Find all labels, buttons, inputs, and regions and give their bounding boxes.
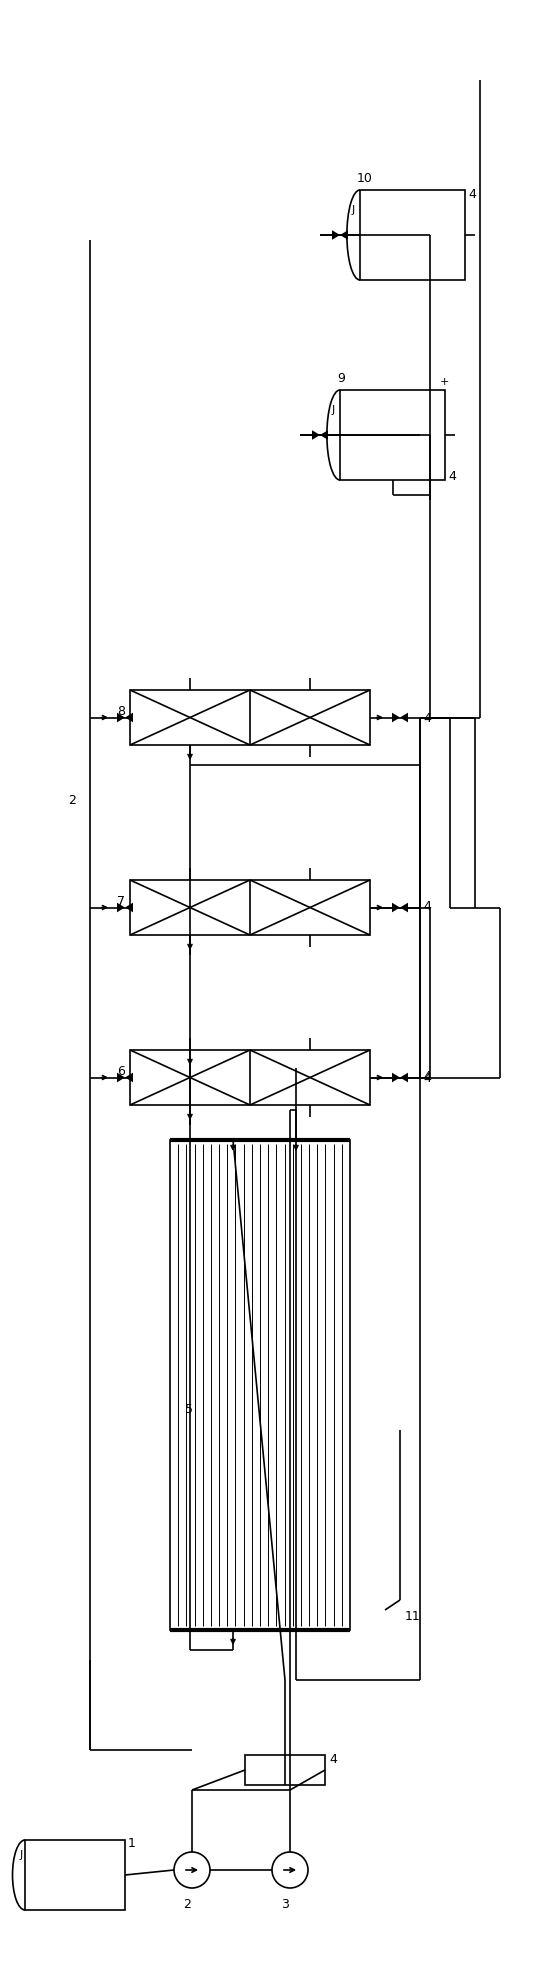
- Bar: [170, 1141, 350, 1629]
- Text: 10: 10: [357, 171, 373, 185]
- Bar: [130, 690, 370, 745]
- Text: 4: 4: [423, 900, 431, 912]
- Text: 8: 8: [117, 705, 125, 717]
- Polygon shape: [392, 1074, 400, 1082]
- Polygon shape: [125, 1074, 133, 1082]
- Text: 4: 4: [423, 1070, 431, 1082]
- Polygon shape: [400, 713, 408, 723]
- Text: 4: 4: [329, 1753, 337, 1765]
- Polygon shape: [340, 230, 348, 240]
- Text: 2: 2: [183, 1897, 191, 1911]
- Text: 11: 11: [405, 1609, 421, 1623]
- Text: 4: 4: [448, 471, 456, 483]
- Text: 7: 7: [117, 894, 125, 908]
- Polygon shape: [392, 902, 400, 912]
- Polygon shape: [312, 429, 320, 439]
- Text: 4: 4: [423, 1072, 431, 1085]
- Text: J: J: [352, 205, 355, 215]
- Polygon shape: [400, 1074, 408, 1082]
- Text: 4: 4: [423, 713, 431, 725]
- Polygon shape: [332, 230, 340, 240]
- Text: +: +: [440, 376, 449, 386]
- Text: 3: 3: [281, 1897, 289, 1911]
- Text: J: J: [20, 1850, 23, 1860]
- Bar: [130, 881, 370, 936]
- Bar: [25, 1840, 125, 1911]
- Polygon shape: [125, 713, 133, 723]
- Bar: [340, 390, 445, 481]
- Polygon shape: [400, 902, 408, 912]
- Polygon shape: [117, 713, 125, 723]
- Text: J: J: [332, 406, 335, 416]
- Polygon shape: [392, 713, 400, 723]
- Text: 4: 4: [468, 187, 476, 201]
- Polygon shape: [117, 902, 125, 912]
- Text: 1: 1: [128, 1836, 136, 1850]
- Bar: [360, 189, 465, 280]
- Polygon shape: [117, 1074, 125, 1082]
- Polygon shape: [320, 429, 328, 439]
- Text: 5: 5: [185, 1403, 193, 1416]
- Bar: [130, 1050, 370, 1105]
- Bar: [245, 1755, 325, 1785]
- Text: 2: 2: [68, 794, 76, 806]
- Text: 6: 6: [117, 1066, 125, 1078]
- Polygon shape: [125, 902, 133, 912]
- Text: 9: 9: [337, 372, 345, 384]
